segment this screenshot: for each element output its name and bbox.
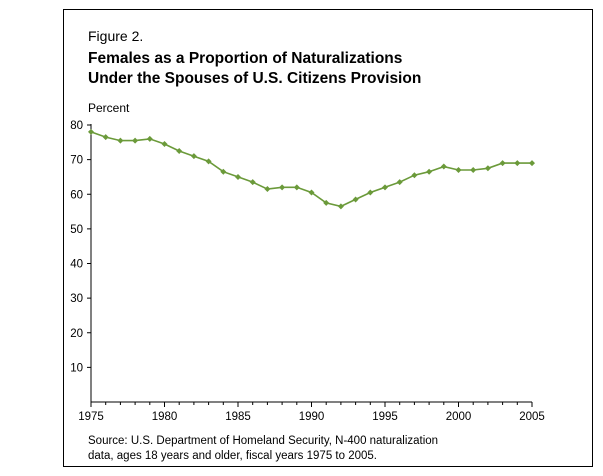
x-tick-label: 1990: [299, 411, 325, 423]
data-point-marker: [176, 147, 183, 154]
data-point-marker: [293, 184, 300, 191]
y-tick-label: 30: [70, 293, 83, 305]
chart-title-line-2: Under the Spouses of U.S. Citizens Provi…: [88, 70, 422, 87]
chart-title-line-1: Females as a Proportion of Naturalizatio…: [88, 50, 403, 67]
data-point-marker: [161, 141, 168, 148]
source-note: Source: U.S. Department of Homeland Secu…: [88, 434, 558, 464]
data-point-marker: [367, 189, 374, 196]
data-point-marker: [132, 137, 139, 144]
data-point-marker: [88, 128, 94, 135]
figure-frame: [63, 9, 593, 467]
data-point-marker: [308, 189, 315, 196]
data-point-marker: [396, 179, 403, 186]
y-tick-label: 60: [70, 189, 83, 201]
data-point-marker: [235, 173, 241, 180]
data-point-marker: [411, 172, 418, 179]
data-point-marker: [146, 135, 153, 142]
data-point-marker: [470, 167, 477, 174]
figure-label: Figure 2.: [88, 28, 144, 44]
data-point-marker: [426, 168, 433, 175]
data-point-marker: [455, 167, 462, 174]
data-point-marker: [382, 184, 388, 191]
data-point-marker: [220, 168, 227, 175]
data-point-marker: [264, 186, 271, 193]
data-point-marker: [529, 160, 535, 167]
data-point-marker: [205, 158, 212, 165]
data-point-marker: [440, 163, 447, 170]
y-tick-label: 10: [70, 362, 83, 374]
y-axis-unit-label: Percent: [88, 101, 130, 115]
chart-series: [88, 128, 535, 210]
x-tick-label: 2000: [446, 411, 472, 423]
chart-axes: [90, 124, 532, 403]
data-point-marker: [499, 160, 506, 167]
data-point-marker: [352, 196, 359, 203]
y-tick-label: 70: [70, 155, 83, 167]
data-point-marker: [249, 179, 256, 186]
y-tick-label: 20: [70, 328, 83, 340]
data-point-marker: [102, 134, 109, 141]
x-tick-label: 1980: [152, 411, 178, 423]
source-line-2: data, ages 18 years and older, fiscal ye…: [88, 450, 377, 462]
chart-ticks: 10 20 30 40 50 60 70 80 1975 1980 1985 1990 1995 2000…: [70, 120, 545, 423]
data-point-marker: [323, 199, 330, 206]
x-tick-label: 1985: [225, 411, 251, 423]
chart-title: Females as a Proportion of Naturalizatio…: [88, 49, 421, 89]
source-line-1: Source: U.S. Department of Homeland Secu…: [88, 435, 439, 447]
data-point-marker: [514, 160, 521, 167]
y-tick-label: 40: [70, 259, 83, 271]
data-point-marker: [117, 137, 124, 144]
data-point-marker: [337, 203, 344, 210]
x-tick-label: 1995: [372, 411, 398, 423]
y-tick-label: 80: [70, 120, 83, 132]
data-point-marker: [484, 165, 491, 172]
x-tick-label: 2005: [519, 411, 545, 423]
y-tick-label: 50: [70, 224, 83, 236]
x-tick-label: 1975: [78, 411, 104, 423]
data-point-marker: [190, 153, 197, 160]
data-point-marker: [279, 184, 286, 191]
